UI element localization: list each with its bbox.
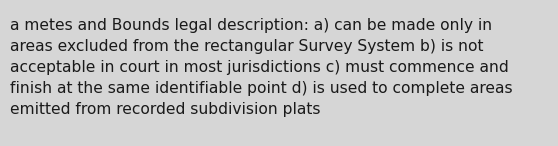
Text: a metes and Bounds legal description: a) can be made only in
areas excluded from: a metes and Bounds legal description: a)… xyxy=(10,18,513,118)
